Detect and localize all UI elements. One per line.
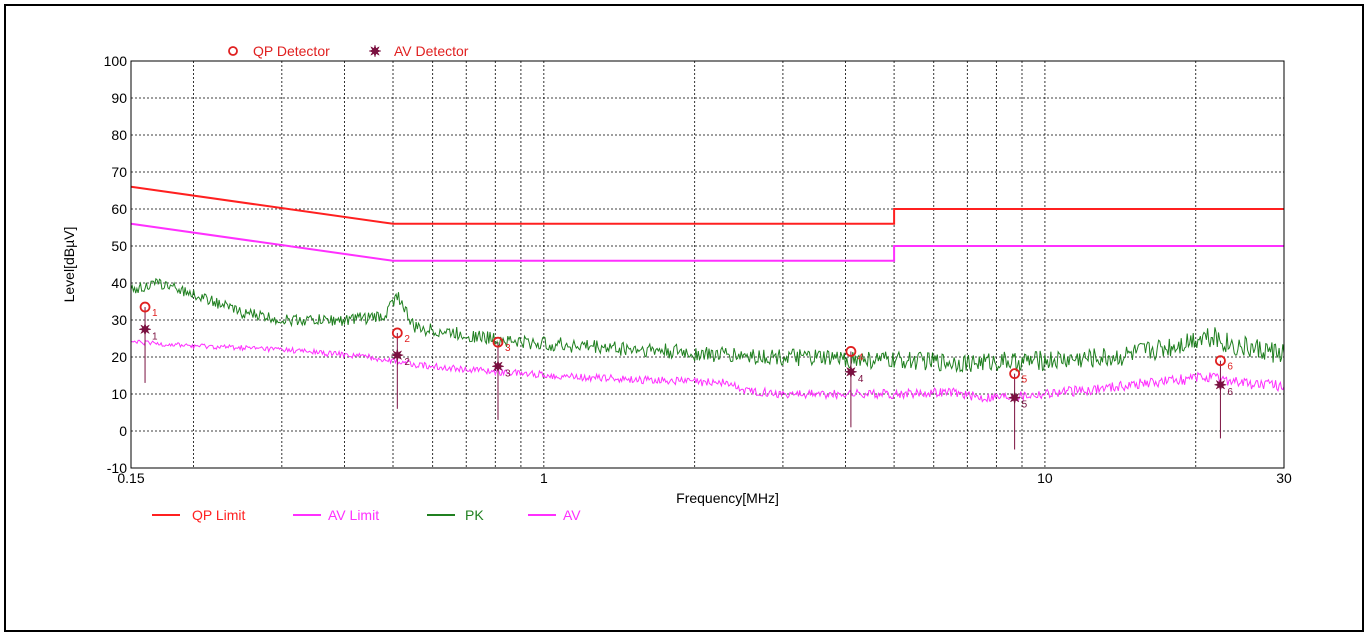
y-tick-label: 50 xyxy=(111,238,127,254)
qp-marker-label: 2 xyxy=(404,334,410,345)
markers-layer: 1 1 2 2 3 3 4 4 5 5 6 6 xyxy=(138,301,1233,450)
x-tick-labels: 0.15 1 10 30 xyxy=(117,470,1292,486)
grid-lines xyxy=(131,61,1284,468)
x-tick-label: 0.15 xyxy=(117,470,144,486)
legend-label: PK xyxy=(465,507,484,523)
av_limit-line xyxy=(130,222,1284,262)
av-detector-legend-icon xyxy=(368,44,382,58)
x-axis-label: Frequency[MHz] xyxy=(676,490,779,506)
bottom-legend: QP Limit AV Limit PK AV xyxy=(152,507,581,523)
plot-border xyxy=(130,60,1285,469)
av-trace xyxy=(130,339,1285,403)
av-marker-5 xyxy=(1007,390,1022,405)
y-tick-label: 0 xyxy=(119,423,127,439)
av-detector-legend-label: AV Detector xyxy=(394,43,469,59)
qp-marker-3 xyxy=(492,336,504,348)
y-tick-label: 70 xyxy=(111,164,127,180)
y-tick-label: -10 xyxy=(107,460,127,476)
y-tick-label: 30 xyxy=(111,312,127,328)
y-tick-label: 90 xyxy=(111,90,127,106)
av-marker-4 xyxy=(843,364,858,379)
y-tick-label: 60 xyxy=(111,201,127,217)
y-tick-label: 80 xyxy=(111,127,127,143)
y-tick-label: 20 xyxy=(111,349,127,365)
av-marker-label: 6 xyxy=(1227,387,1233,398)
av-marker-6 xyxy=(1213,377,1228,392)
qp-marker-5 xyxy=(1009,368,1021,380)
qp-marker-2 xyxy=(391,327,403,339)
qp-marker-1 xyxy=(139,301,151,313)
av-marker-label: 4 xyxy=(858,374,864,385)
av-marker-1 xyxy=(138,322,152,337)
series-layer xyxy=(130,185,1285,403)
av-marker-2 xyxy=(390,348,405,363)
qp-detector-legend-icon xyxy=(228,46,238,56)
y-tick-label: 40 xyxy=(111,275,127,291)
av-marker-label: 2 xyxy=(404,357,410,368)
y-axis-label: Level[dBµV] xyxy=(61,227,77,303)
qp-marker-6 xyxy=(1215,355,1226,367)
x-tick-label: 10 xyxy=(1037,470,1053,486)
qp-marker-label: 6 xyxy=(1227,362,1233,373)
qp-marker-label: 3 xyxy=(505,343,511,354)
av-marker-label: 3 xyxy=(505,368,511,379)
legend-label: AV Limit xyxy=(328,507,379,523)
qp_limit-line xyxy=(130,185,1284,225)
y-tick-labels: -10 0 10 20 30 40 50 60 70 80 90 100 xyxy=(104,53,128,476)
detector-legend: QP Detector AV Detector xyxy=(228,43,469,59)
av-marker-3 xyxy=(491,359,505,374)
qp-marker-label: 4 xyxy=(858,352,864,363)
chart-frame xyxy=(4,4,1364,632)
qp-marker-label: 1 xyxy=(152,308,158,319)
qp-marker-4 xyxy=(845,346,857,357)
x-tick-label: 1 xyxy=(540,470,548,486)
legend-label: QP Limit xyxy=(192,507,246,523)
av-marker-label: 1 xyxy=(152,331,158,342)
legend-label: AV xyxy=(563,507,581,523)
y-tick-label: 100 xyxy=(104,53,128,69)
x-tick-label: 30 xyxy=(1276,470,1292,486)
qp-marker-label: 5 xyxy=(1022,375,1028,386)
qp-detector-legend-label: QP Detector xyxy=(253,43,330,59)
pk-trace xyxy=(130,277,1285,374)
av-marker-label: 5 xyxy=(1022,400,1028,411)
y-tick-label: 10 xyxy=(111,386,127,402)
